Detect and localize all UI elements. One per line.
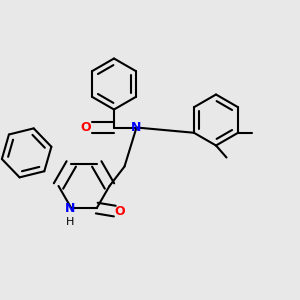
Text: N: N [131, 121, 142, 134]
Text: N: N [64, 202, 75, 214]
Text: O: O [81, 121, 92, 134]
Text: H: H [66, 217, 74, 226]
Text: O: O [115, 205, 125, 218]
